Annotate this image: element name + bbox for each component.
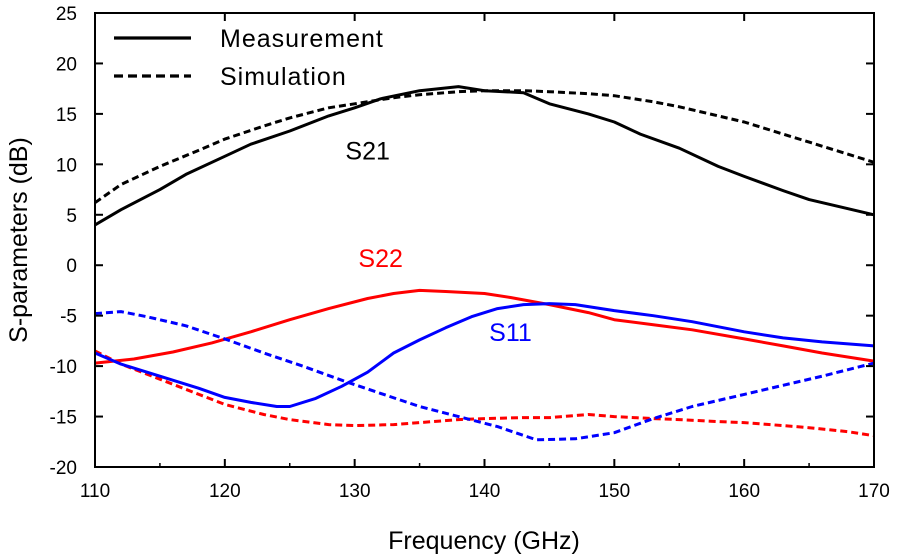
y-tick-label--15: -15 (50, 408, 77, 429)
y-axis-title: S-parameters (dB) (5, 137, 33, 343)
series-layer (94, 85, 875, 442)
axis-tick-labels: 110 120 130 140 150 160 170 -20 -15 -10 -5 0 5 10 15 20… (50, 4, 890, 502)
y-tick-label--20: -20 (50, 458, 77, 479)
y-tick-label-15: 15 (56, 105, 77, 126)
y-tick-label--10: -10 (50, 357, 77, 378)
y-tick-label-0: 0 (66, 256, 77, 277)
annotation-s21: S21 (345, 137, 389, 165)
x-tick-label-170: 170 (858, 481, 890, 502)
y-tick-label-5: 5 (66, 206, 77, 227)
series-s21-simulation-line (94, 89, 875, 204)
legend-label-simulation: Simulation (220, 63, 347, 91)
x-tick-label-140: 140 (469, 481, 501, 502)
x-axis-title: Frequency (GHz) (388, 527, 580, 555)
x-tick-label-110: 110 (80, 481, 110, 502)
y-tick-label-25: 25 (56, 4, 77, 25)
curve-annotations: S21 S22 S11 (345, 137, 531, 347)
x-tick-label-150: 150 (598, 481, 630, 502)
series-s22-simulation-line (94, 349, 875, 438)
x-tick-label-160: 160 (728, 481, 760, 502)
x-tick-label-130: 130 (339, 481, 371, 502)
y-tick-label--5: -5 (60, 307, 77, 328)
x-tick-label-120: 120 (209, 481, 241, 502)
series-s21-measurement-line (94, 85, 875, 227)
annotation-s22: S22 (358, 245, 402, 273)
axis-ticks (94, 12, 875, 468)
y-tick-label-20: 20 (56, 54, 77, 75)
series-s22-measurement-line (94, 288, 875, 365)
legend-label-measurement: Measurement (220, 25, 384, 53)
y-tick-label-10: 10 (56, 155, 77, 176)
series-s11-measurement-line (94, 302, 875, 408)
series-s11-simulation-line (94, 310, 875, 442)
annotation-s11: S11 (489, 319, 532, 347)
legend: Measurement Simulation (114, 25, 384, 91)
